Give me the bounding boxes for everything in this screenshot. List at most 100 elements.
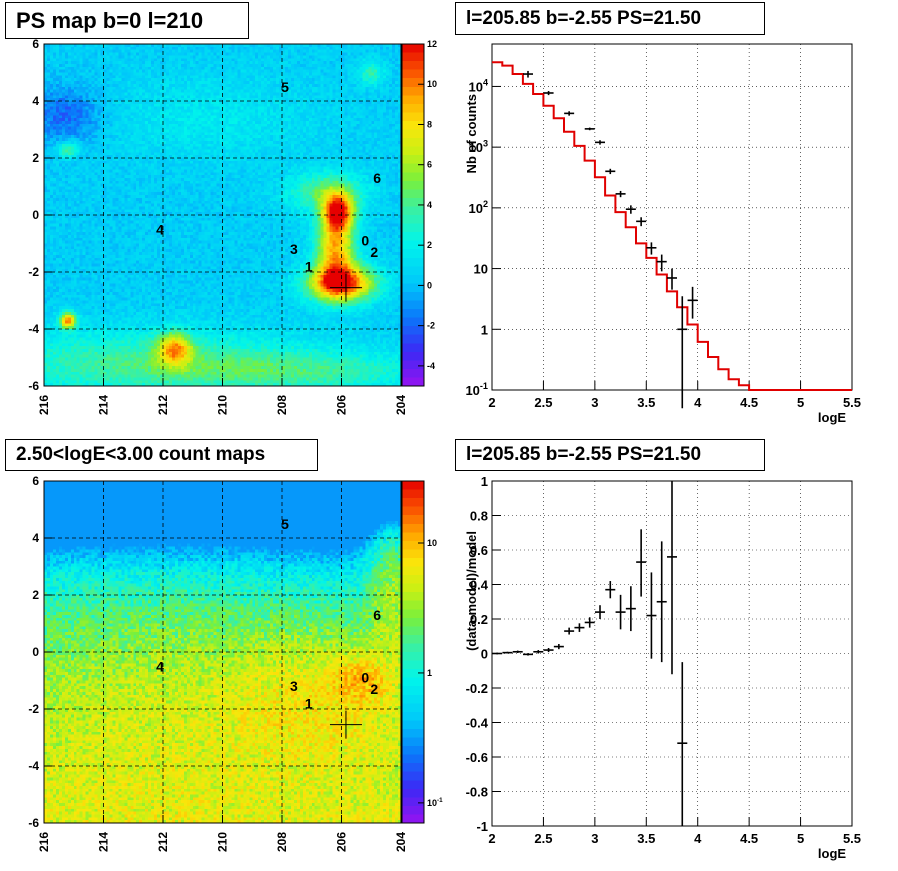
cm-colorbar-cell <box>402 729 424 738</box>
spectrum-x-tick-label: 3 <box>591 395 598 410</box>
ps-colorbar-label: 6 <box>427 160 432 170</box>
ps-colorbar-cell <box>402 61 424 70</box>
cm-colorbar-cell <box>402 592 424 601</box>
source-label-0: 0 <box>361 233 369 249</box>
ps-colorbar-cell <box>402 352 424 361</box>
residual-x-tick-label: 5 <box>797 831 804 846</box>
cm-colorbar-cell <box>402 515 424 524</box>
ps-colorbar-label: -4 <box>427 361 435 371</box>
ps-colorbar-cell <box>402 78 424 87</box>
ps-colorbar-cell <box>402 172 424 181</box>
cm-colorbar-cell <box>402 558 424 567</box>
ps-y-tick-label: -4 <box>28 322 39 336</box>
cm-y-tick-label: 6 <box>32 474 39 488</box>
ps-colorbar-cell <box>402 335 424 344</box>
source-label-2: 2 <box>370 244 378 260</box>
ps-colorbar-cell <box>402 181 424 190</box>
ps-colorbar-label: 12 <box>427 39 437 49</box>
residual-plot: 2 2.5 3 3.5 4 4.5 5 5.5-1-0.8-0.6-0.4-0.200.20.… <box>464 474 861 861</box>
cm-colorbar-cell <box>402 720 424 729</box>
ps-colorbar-cell <box>402 224 424 233</box>
cm-colorbar-cell <box>402 635 424 644</box>
ps-colorbar-cell <box>402 232 424 241</box>
spectrum-x-tick-label: 2 <box>488 395 495 410</box>
cm-colorbar-cell <box>402 703 424 712</box>
ps-x-tick-label: 204 <box>394 395 408 415</box>
spectrum-y-tick-label: 10-1 <box>465 381 488 398</box>
cm-colorbar-label: 1 <box>427 668 432 678</box>
ps-colorbar-cell <box>402 377 424 386</box>
cm-colorbar-cell <box>402 524 424 533</box>
spectrum-x-tick-label: 5.5 <box>843 395 861 410</box>
residual-x-tick-label: 2.5 <box>534 831 552 846</box>
cm-colorbar-cell <box>402 695 424 704</box>
ps-colorbar-label: 8 <box>427 119 432 129</box>
ps-colorbar-cell <box>402 70 424 79</box>
spectrum-y-tick-label: 1 <box>481 322 488 337</box>
ps-x-tick-label: 212 <box>156 395 170 415</box>
source-label-4: 4 <box>156 221 164 237</box>
cm-colorbar-cell <box>402 780 424 789</box>
spectrum-frame <box>492 44 852 390</box>
cm-y-tick-label: 4 <box>32 531 39 545</box>
ps-colorbar-label: 10 <box>427 79 437 89</box>
cm-colorbar-cell <box>402 669 424 678</box>
cm-x-tick-label: 208 <box>275 832 289 852</box>
residual-x-tick-label: 4 <box>694 831 702 846</box>
cm-colorbar-cell <box>402 661 424 670</box>
ps-colorbar-cell <box>402 198 424 207</box>
source-label-1: 1 <box>305 258 313 274</box>
residual-x-tick-label: 5.5 <box>843 831 861 846</box>
residual-y-tick-label: 1 <box>481 474 488 489</box>
spectrum-y-tick-label: 10 <box>474 262 488 277</box>
ps-colorbar-cell <box>402 301 424 310</box>
ps-y-tick-label: 0 <box>32 208 39 222</box>
residual-x-tick-label: 4.5 <box>740 831 758 846</box>
cm-colorbar-cell <box>402 755 424 764</box>
ps-colorbar-cell <box>402 326 424 335</box>
ps-y-tick-label: -6 <box>28 379 39 393</box>
cm-colorbar-cell <box>402 712 424 721</box>
cm-colorbar-cell <box>402 643 424 652</box>
cm-colorbar-cell <box>402 814 424 823</box>
spectrum-x-tick-label: 5 <box>797 395 804 410</box>
source-label-5: 5 <box>281 516 289 532</box>
ps-y-tick-label: 4 <box>32 94 39 108</box>
spectrum-y-axis-title: Nb of counts <box>464 94 479 173</box>
cm-colorbar-cell <box>402 797 424 806</box>
ps-colorbar-cell <box>402 283 424 292</box>
ps-colorbar-label: -2 <box>427 321 435 331</box>
cm-colorbar-cell <box>402 507 424 516</box>
cm-y-tick-label: -6 <box>28 816 39 830</box>
source-label-3: 3 <box>290 241 298 257</box>
ps-colorbar-cell <box>402 343 424 352</box>
ps-x-tick-label: 208 <box>275 395 289 415</box>
ps-y-tick-label: -2 <box>28 265 39 279</box>
ps-colorbar-label: 0 <box>427 280 432 290</box>
ps-colorbar-cell <box>402 95 424 104</box>
ps-colorbar-cell <box>402 258 424 267</box>
ps-colorbar-cell <box>402 130 424 139</box>
ps-colorbar-cell <box>402 189 424 198</box>
cm-x-tick-label: 206 <box>335 832 349 852</box>
ps-colorbar-cell <box>402 44 424 53</box>
cm-colorbar-cell <box>402 541 424 550</box>
ps-x-tick-label: 210 <box>216 395 230 415</box>
ps-colorbar-cell <box>402 112 424 121</box>
ps-colorbar-cell <box>402 215 424 224</box>
source-label-6: 6 <box>373 170 381 186</box>
ps-colorbar-cell <box>402 147 424 156</box>
residual-y-tick-label: -1 <box>476 819 488 834</box>
cm-colorbar-cell <box>402 601 424 610</box>
cm-colorbar-cell <box>402 652 424 661</box>
source-label-4: 4 <box>156 658 164 674</box>
cm-x-tick-label: 216 <box>37 832 51 852</box>
residual-y-tick-label: -0.6 <box>466 750 488 765</box>
ps-y-tick-label: 6 <box>32 37 39 51</box>
spectrum-x-tick-label: 2.5 <box>534 395 552 410</box>
spectrum-y-tick-label: 102 <box>468 199 488 216</box>
ps-colorbar-cell <box>402 369 424 378</box>
